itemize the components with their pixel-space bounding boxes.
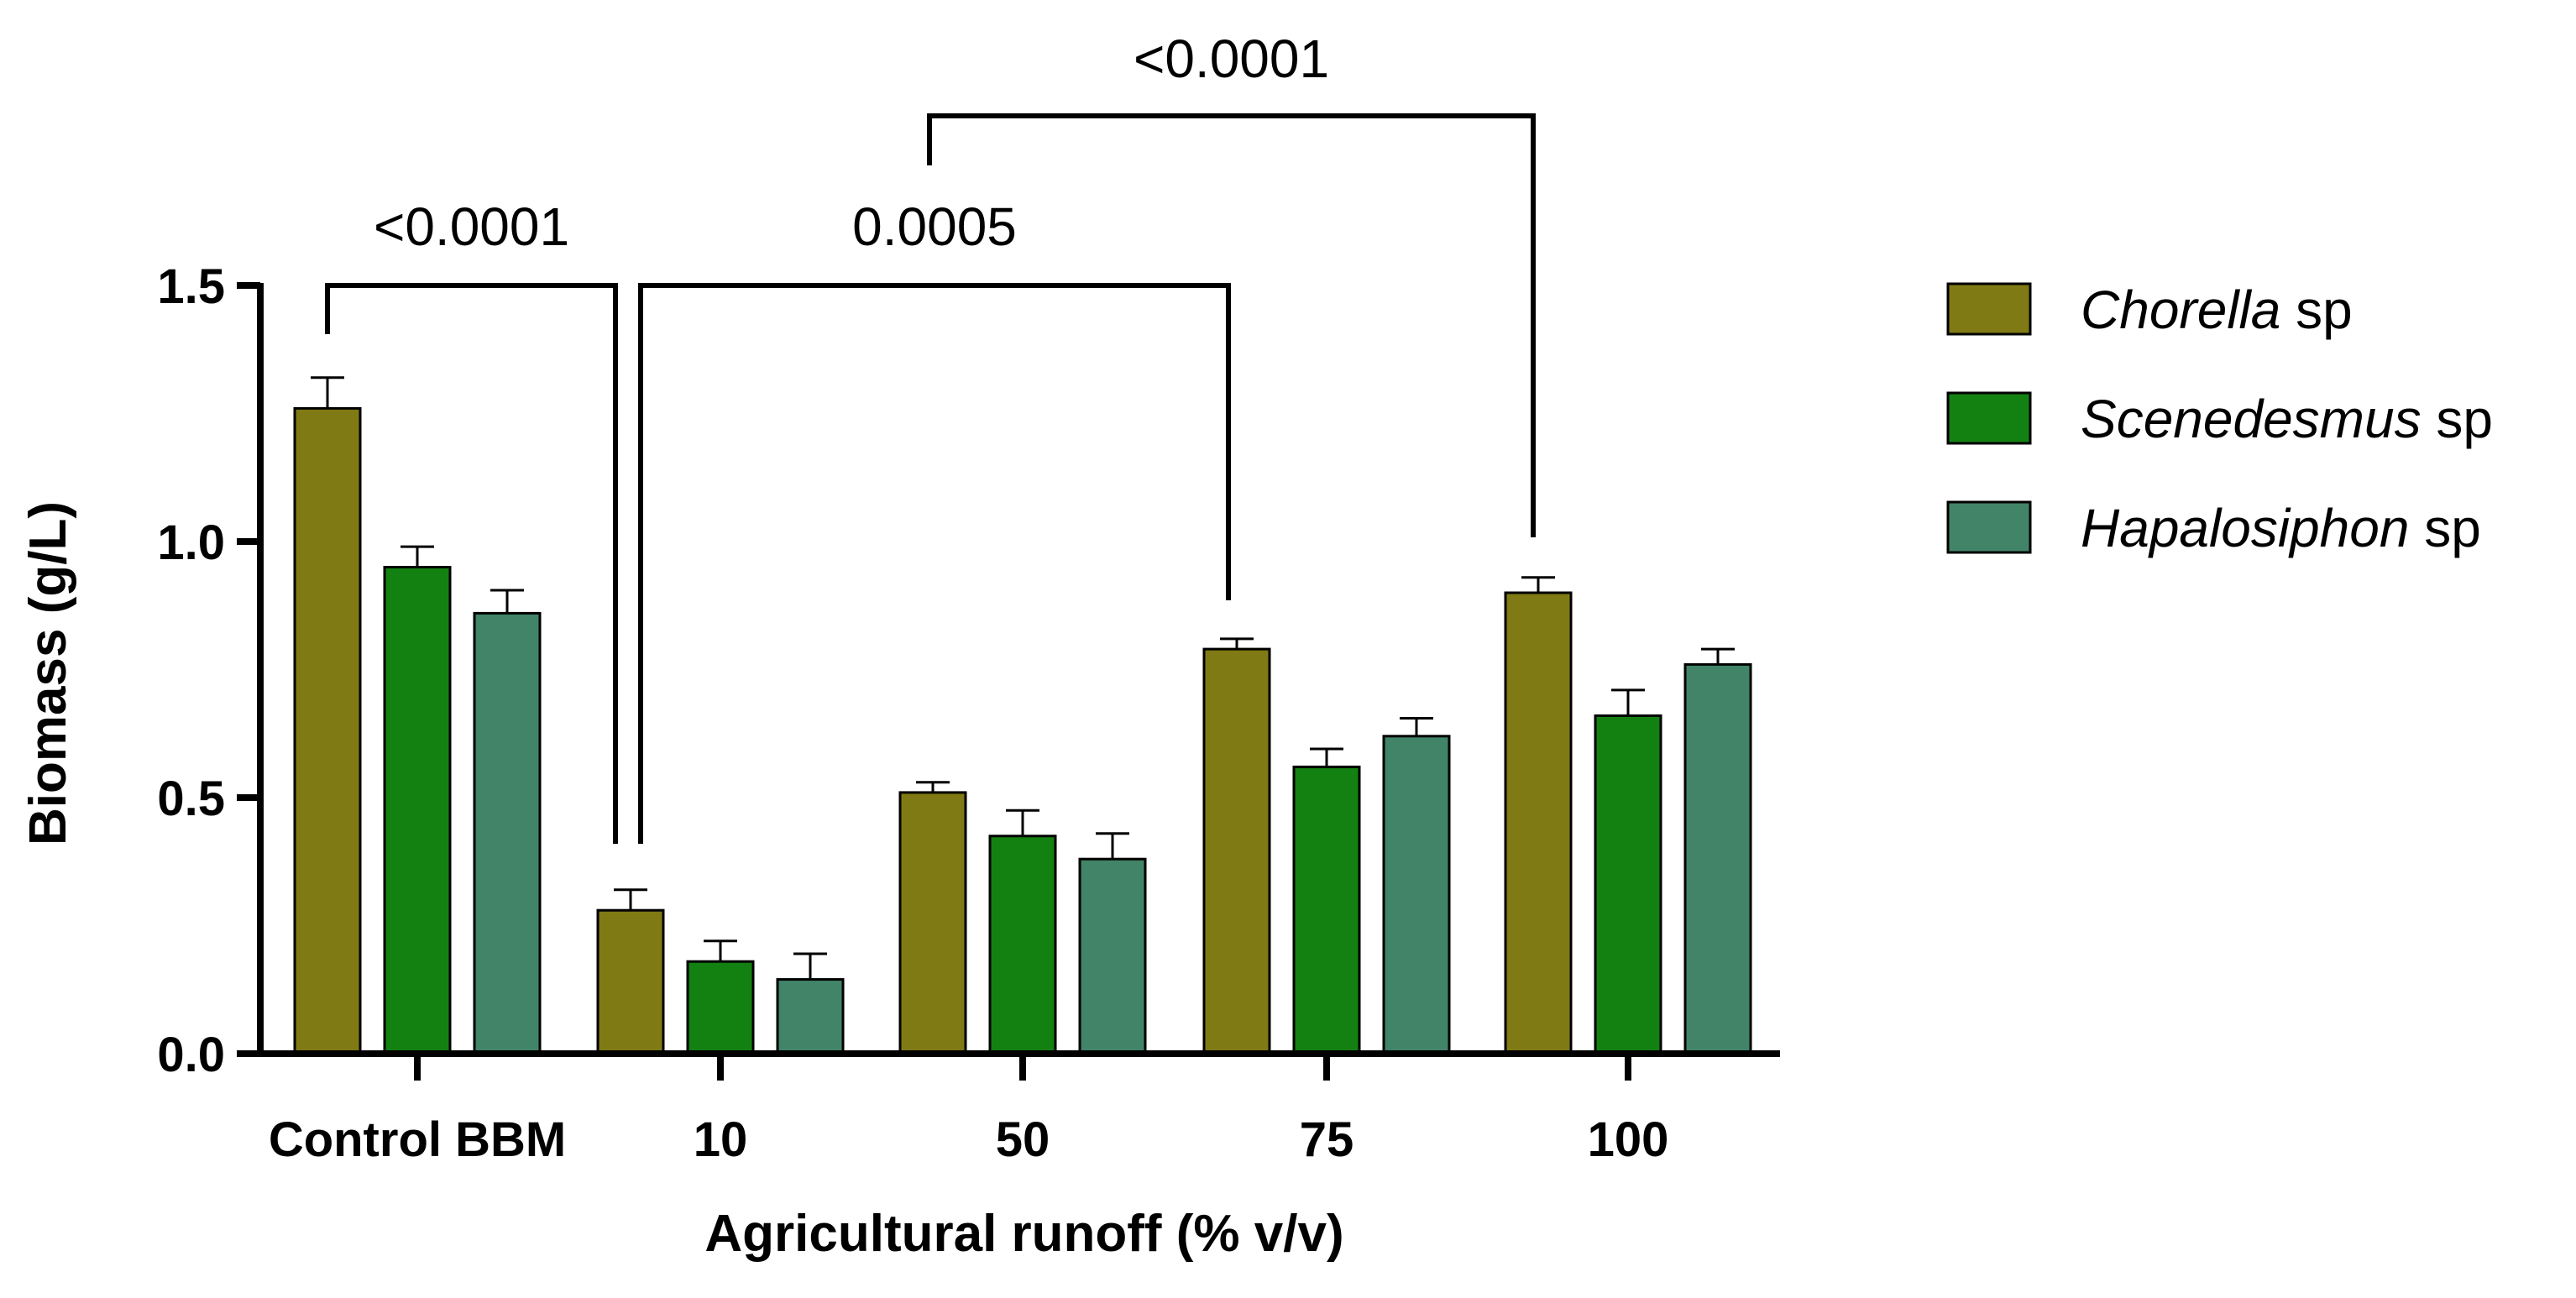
legend-swatch — [1946, 391, 2032, 445]
bar-scenedesmus-3 — [1292, 765, 1361, 1055]
bar-chorella-1 — [596, 908, 665, 1055]
legend-label: Hapalosiphon sp — [2081, 498, 2481, 558]
legend: Chorella sp Scenedesmus sp Hapalosiphon sp — [1946, 280, 2493, 558]
significance-bracket — [927, 113, 1536, 537]
legend-swatch — [1946, 282, 2032, 336]
legend-label: Chorella sp — [2081, 280, 2353, 340]
x-tick-label: 50 — [996, 1112, 1050, 1167]
x-tick-label: 10 — [694, 1112, 748, 1167]
bar-chorella-3 — [1202, 647, 1271, 1055]
bars-layer — [293, 406, 1752, 1055]
bar-hapalosiphon-1 — [776, 978, 845, 1055]
y-tick-label: 0.5 — [157, 772, 225, 826]
axes: 0.0 0.5 1.0 1.5 Control BBM 10 50 75 100 — [157, 259, 1780, 1167]
bar-hapalosiphon-2 — [1078, 857, 1147, 1055]
bar-scenedesmus-4 — [1594, 714, 1662, 1055]
bar-scenedesmus-1 — [686, 960, 755, 1055]
bar-chorella-0 — [293, 406, 362, 1055]
significance-brackets: <0.0001 0.0005 <0.0001 — [325, 29, 1536, 844]
y-axis-title: Biomass (g/L) — [19, 501, 77, 845]
x-tick-label: 75 — [1300, 1112, 1354, 1167]
y-tick-label: 0.0 — [157, 1028, 225, 1082]
y-tick-label: 1.5 — [157, 259, 225, 314]
bar-hapalosiphon-3 — [1382, 735, 1451, 1055]
legend-label: Scenedesmus sp — [2081, 389, 2493, 449]
x-tick-label: Control BBM — [269, 1112, 566, 1167]
x-axis-title: Agricultural runoff (% v/v) — [704, 1205, 1343, 1263]
bar-chorella-4 — [1504, 591, 1573, 1055]
significance-label: 0.0005 — [852, 196, 1017, 257]
legend-swatch — [1946, 500, 2032, 554]
bar-scenedesmus-0 — [383, 566, 452, 1055]
error-bars-layer — [311, 376, 1735, 980]
x-tick-label: 100 — [1588, 1112, 1669, 1167]
bar-scenedesmus-2 — [988, 835, 1057, 1055]
bar-chorella-2 — [898, 791, 967, 1055]
y-tick-label: 1.0 — [157, 516, 225, 570]
significance-label: <0.0001 — [374, 196, 569, 257]
bar-hapalosiphon-0 — [473, 611, 542, 1055]
significance-bracket — [325, 283, 618, 844]
significance-label: <0.0001 — [1134, 29, 1329, 89]
significance-bracket — [638, 283, 1231, 844]
bar-hapalosiphon-4 — [1683, 662, 1752, 1055]
